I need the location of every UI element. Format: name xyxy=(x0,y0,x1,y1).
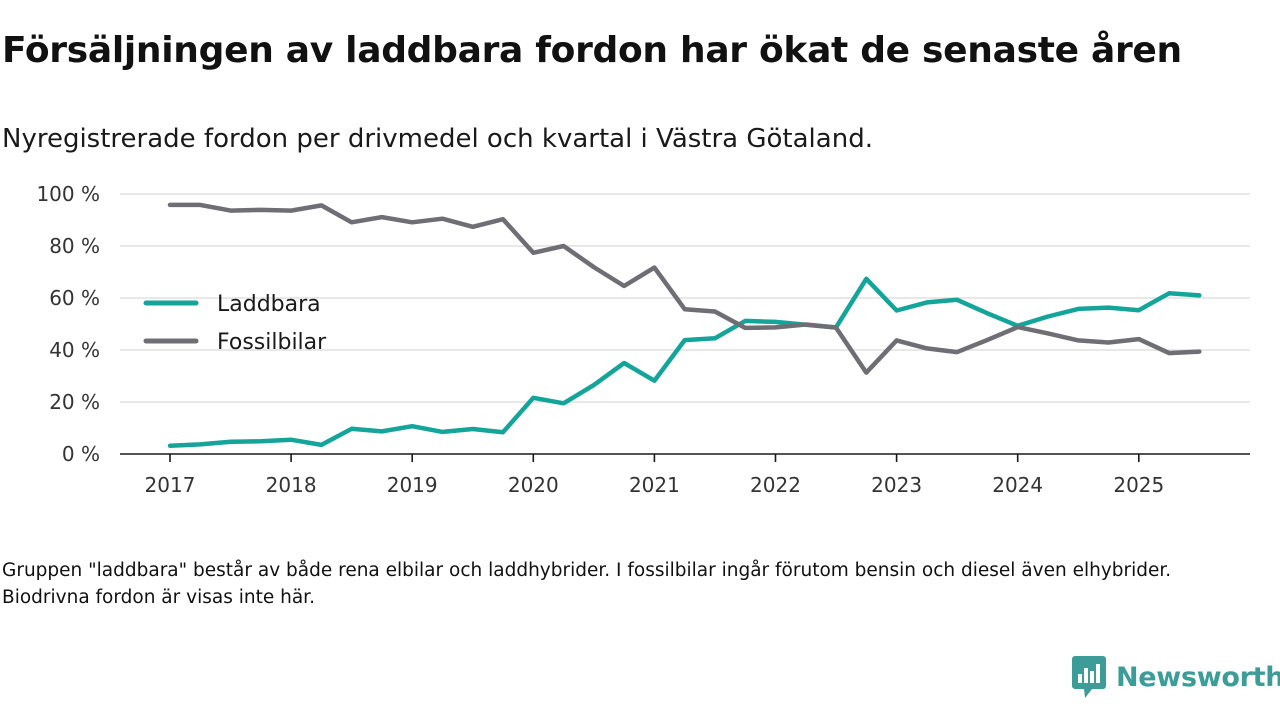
gridlines xyxy=(120,193,1250,403)
y-tick-label: 0 % xyxy=(62,442,100,466)
x-tick-label: 2023 xyxy=(871,473,922,497)
chart-subtitle: Nyregistrerade fordon per drivmedel och … xyxy=(2,124,873,154)
y-tick-label: 60 % xyxy=(49,286,100,310)
y-tick-label: 80 % xyxy=(49,234,100,258)
x-tick-label: 2025 xyxy=(1113,473,1164,497)
legend: Laddbara Fossilbilar xyxy=(143,292,327,355)
series-line-laddbara xyxy=(167,276,1202,448)
y-tick-label: 100 % xyxy=(36,182,100,206)
legend-label-fossilbilar: Fossilbilar xyxy=(217,330,327,355)
line-chart: 0 % 20 % 40 % 60 % 80 % 100 % 2017 2018 2019 202… xyxy=(36,182,1250,497)
x-tick-label: 2017 xyxy=(145,473,196,497)
x-tick-label: 2018 xyxy=(266,473,317,497)
y-tick-label: 20 % xyxy=(49,390,100,414)
x-tick-label: 2022 xyxy=(750,473,801,497)
series-lines xyxy=(167,202,1202,448)
chart-footnote: Gruppen "laddbara" består av både rena e… xyxy=(2,560,1172,608)
x-tick-label: 2024 xyxy=(992,473,1043,497)
y-tick-label: 40 % xyxy=(49,338,100,362)
series-line-fossilbilar xyxy=(167,202,1202,375)
x-tick-label: 2020 xyxy=(508,473,559,497)
x-axis: 2017 2018 2019 2020 2021 2022 2023 2024 2025 xyxy=(120,453,1250,497)
x-tick-label: 2019 xyxy=(387,473,438,497)
newsworthy-logo-icon xyxy=(1072,656,1106,698)
brand-name: Newsworthy xyxy=(1116,661,1280,693)
brand-logo[interactable]: Newsworthy xyxy=(1072,656,1280,698)
x-tick-label: 2021 xyxy=(629,473,680,497)
chart-title: Försäljningen av laddbara fordon har öka… xyxy=(2,30,1182,71)
legend-label-laddbara: Laddbara xyxy=(217,292,321,317)
y-axis-ticks: 0 % 20 % 40 % 60 % 80 % 100 % xyxy=(36,182,100,466)
